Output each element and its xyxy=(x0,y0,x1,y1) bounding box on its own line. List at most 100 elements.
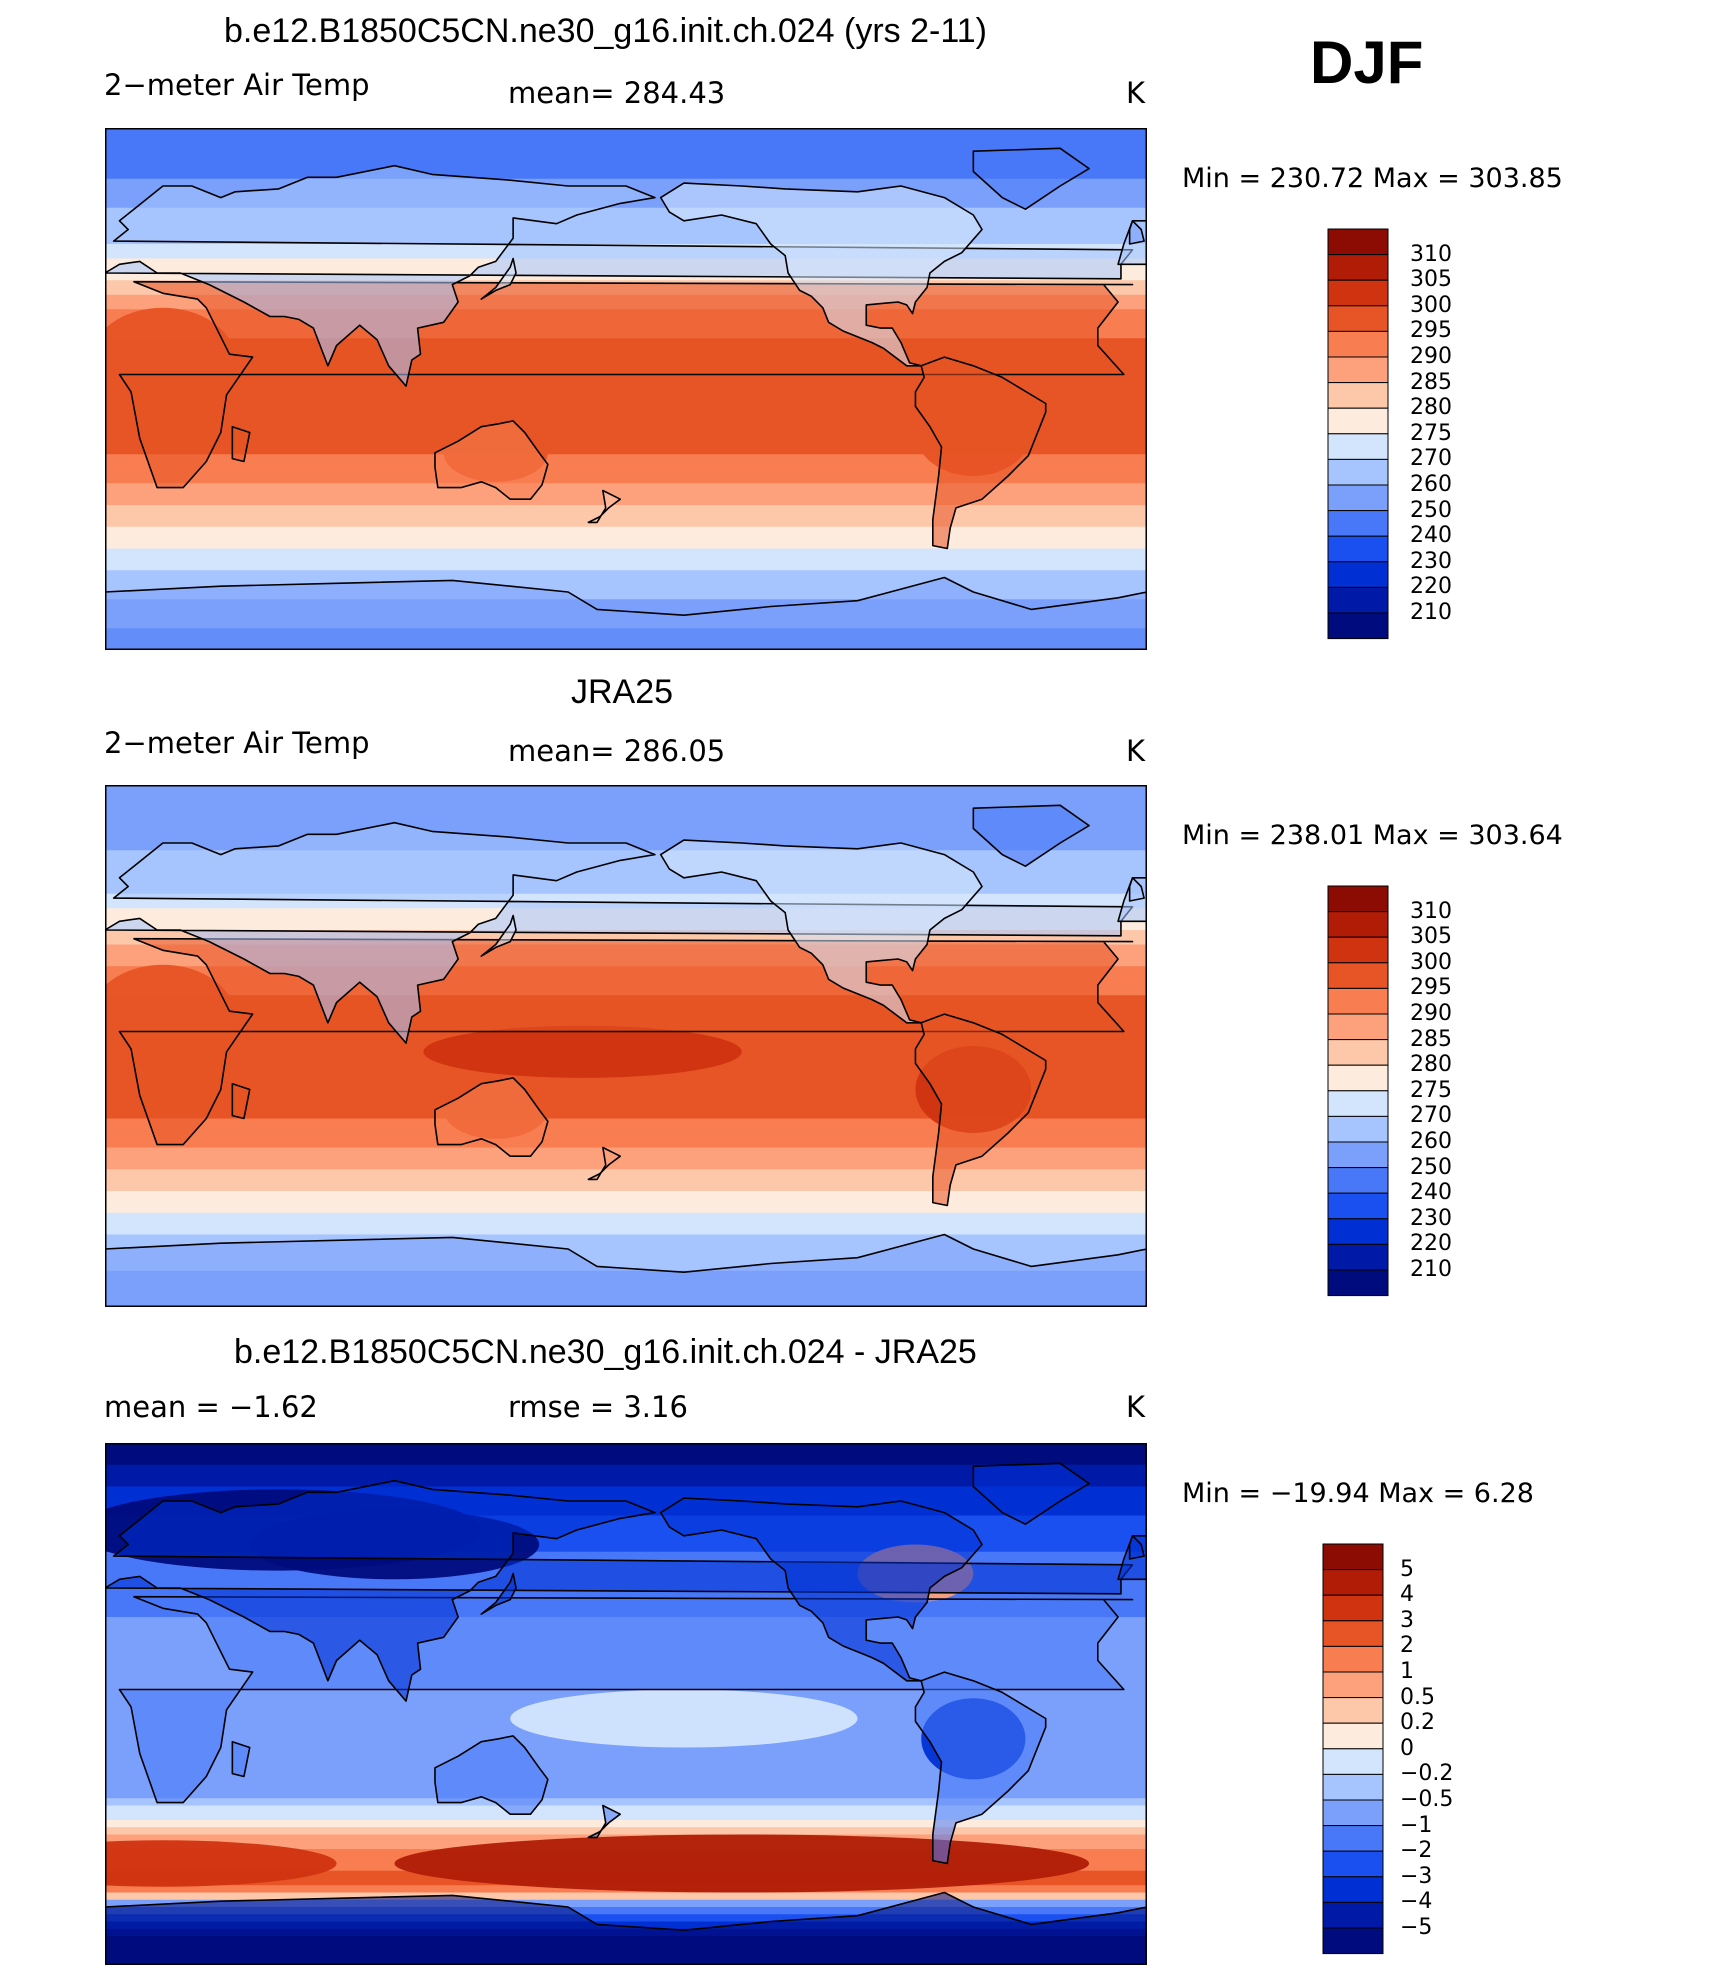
map-band xyxy=(105,1522,1147,1531)
continent-outline xyxy=(434,1077,549,1158)
colorbar-box xyxy=(1322,1569,1384,1596)
continent-outline xyxy=(587,489,622,524)
map-band xyxy=(105,135,1147,144)
colorbar-tick-label: 230 xyxy=(1410,548,1452,574)
continent-outline xyxy=(1128,220,1145,245)
map-band xyxy=(105,1147,1147,1156)
map-band xyxy=(105,1191,1147,1200)
colorbar-box xyxy=(1327,911,1389,938)
map-band xyxy=(105,1537,1147,1546)
continent-outline xyxy=(434,1735,549,1816)
colorbar-tick-label: 240 xyxy=(1410,1180,1452,1206)
map-band xyxy=(105,439,1147,448)
panel-3-minmax: Min = −19.94 Max = 6.28 xyxy=(1182,1478,1534,1509)
colorbar-box xyxy=(1322,1697,1384,1724)
colorbar-tick-label: 300 xyxy=(1410,949,1452,975)
map-band xyxy=(105,1588,1147,1597)
colorbar-tick-label: 295 xyxy=(1410,975,1452,1001)
map-band xyxy=(105,1118,1147,1127)
continent-outline xyxy=(105,1479,1134,1702)
colorbar-tick-label: 250 xyxy=(1410,497,1452,523)
colorbar-box xyxy=(1322,1543,1384,1571)
map-band xyxy=(105,864,1147,873)
colorbar-box xyxy=(1327,1013,1389,1041)
map-band xyxy=(105,1096,1147,1105)
colorbar-tick-label: 0.2 xyxy=(1400,1710,1435,1736)
map-band xyxy=(105,1754,1147,1763)
colorbar-tick-label: 1 xyxy=(1400,1659,1414,1684)
colorbar-tick-label: 285 xyxy=(1410,1026,1452,1052)
map-band xyxy=(105,1899,1147,1908)
map-band xyxy=(105,1227,1147,1236)
colorbar-tick-label: 230 xyxy=(1410,1205,1452,1231)
colorbar-tick-label: 285 xyxy=(1410,369,1452,395)
map-band xyxy=(105,1205,1147,1214)
colorbar-box xyxy=(1327,356,1389,384)
colorbar-tick-label: 5 xyxy=(1400,1556,1414,1582)
map-band xyxy=(105,1820,1147,1829)
map-band xyxy=(105,1111,1147,1120)
colorbar-tick-label: 280 xyxy=(1410,1052,1452,1078)
map-band xyxy=(105,893,1147,902)
map-band xyxy=(105,215,1147,224)
map-band xyxy=(105,461,1147,470)
map-band xyxy=(105,497,1147,506)
map-band xyxy=(105,1140,1147,1149)
map-band xyxy=(105,178,1147,187)
map-anomaly-region xyxy=(510,1689,858,1748)
map-band xyxy=(105,1154,1147,1163)
colorbar-tick-label: 240 xyxy=(1410,523,1452,549)
panel-3-rmse-label: rmse = 3.16 xyxy=(508,1390,688,1424)
map-band xyxy=(105,1530,1147,1539)
colorbar-tick-label: 0.5 xyxy=(1400,1684,1435,1710)
map-anomaly-region xyxy=(105,1840,337,1887)
map-band xyxy=(105,1914,1147,1923)
map-band xyxy=(105,577,1147,586)
map-band xyxy=(105,872,1147,881)
map-band xyxy=(105,1212,1147,1221)
map-band xyxy=(105,171,1147,180)
map-band xyxy=(105,1249,1147,1258)
colorbar-box xyxy=(1327,1064,1389,1092)
map-band xyxy=(105,222,1147,231)
map-band xyxy=(105,164,1147,173)
colorbar-tick-label: 290 xyxy=(1410,1001,1452,1026)
colorbar-tick-label: 275 xyxy=(1410,1077,1452,1103)
panel-3-mean-label: mean = −1.62 xyxy=(104,1390,318,1424)
map-band xyxy=(105,1791,1147,1800)
colorbar-tick-label: 290 xyxy=(1410,344,1452,369)
continent-outline xyxy=(105,1891,1147,1965)
colorbar-tick-label: 210 xyxy=(1410,1257,1452,1282)
continent-outline xyxy=(434,420,549,501)
map-anomaly-region xyxy=(423,368,742,421)
colorbar-box xyxy=(1327,510,1389,537)
map-band xyxy=(105,1075,1147,1084)
map-band xyxy=(105,570,1147,579)
map-band xyxy=(105,1907,1147,1916)
map-band xyxy=(105,468,1147,477)
colorbar-tick-label: 305 xyxy=(1410,267,1452,293)
colorbar-box xyxy=(1322,1901,1384,1929)
map-band xyxy=(105,142,1147,151)
map-band xyxy=(105,1241,1147,1250)
map-band xyxy=(105,534,1147,543)
colorbar-tick-label: 3 xyxy=(1400,1607,1414,1633)
map-band xyxy=(105,425,1147,434)
map-band xyxy=(105,1827,1147,1836)
map-band xyxy=(105,879,1147,888)
map-band xyxy=(105,1176,1147,1185)
colorbar-tick-label: −2 xyxy=(1400,1838,1433,1864)
colorbar-tick-label: 2 xyxy=(1400,1633,1414,1659)
colorbar-tick-label: 220 xyxy=(1410,574,1452,600)
map-band xyxy=(105,229,1147,238)
map-band xyxy=(105,857,1147,866)
continent-outline xyxy=(105,576,1147,650)
colorbar-tick-label: 280 xyxy=(1410,395,1452,421)
continent-outline xyxy=(972,1462,1090,1525)
season-label: DJF xyxy=(1310,29,1424,96)
colorbar-box xyxy=(1327,586,1389,614)
colorbar-box xyxy=(1327,458,1389,486)
colorbar-box xyxy=(1322,1645,1384,1673)
map-band xyxy=(105,1082,1147,1091)
map-band xyxy=(105,1762,1147,1771)
